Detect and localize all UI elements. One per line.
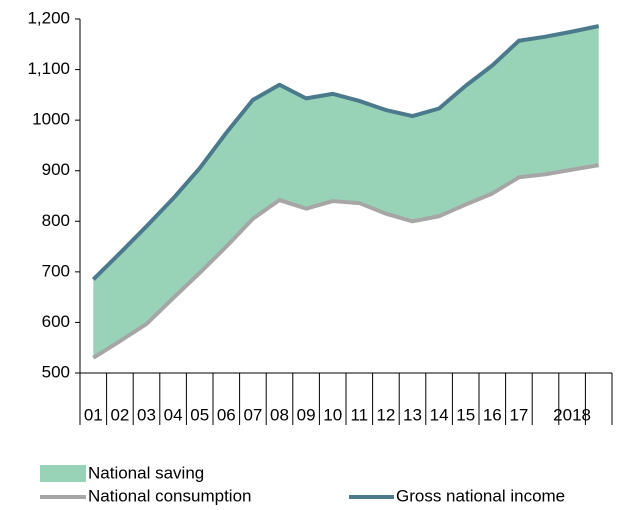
x-tick-label: 07 <box>243 405 262 424</box>
x-tick-label: 15 <box>456 405 475 424</box>
x-tick-label: 16 <box>483 405 502 424</box>
x-tick-label: 14 <box>430 405 449 424</box>
saving-area <box>93 26 599 358</box>
x-tick-label: 03 <box>137 405 156 424</box>
y-tick-label: 500 <box>42 362 70 381</box>
x-tick-label: 01 <box>84 405 103 424</box>
series-line <box>91 24 600 281</box>
x-tick-label: 02 <box>110 405 129 424</box>
x-tick-label: 10 <box>323 405 342 424</box>
x-tick-label: 2018 <box>553 405 591 424</box>
legend-label: Gross national income <box>396 486 565 505</box>
x-tick-label: 05 <box>190 405 209 424</box>
x-tick-label: 13 <box>403 405 422 424</box>
y-tick-label: 800 <box>42 211 70 230</box>
x-tick-label: 04 <box>164 405 183 424</box>
y-tick-label: 1000 <box>32 110 70 129</box>
y-tick-label: 1,100 <box>27 59 70 78</box>
y-tick-label: 700 <box>42 261 70 280</box>
legend-label: National saving <box>88 463 204 482</box>
x-tick-label: 12 <box>376 405 395 424</box>
y-tick-label: 900 <box>42 160 70 179</box>
series-line <box>92 163 600 360</box>
legend-label: National consumption <box>88 486 251 505</box>
x-tick-label: 08 <box>270 405 289 424</box>
x-tick-label: 11 <box>350 405 368 424</box>
y-tick-label: 600 <box>42 312 70 331</box>
x-tick-label: 17 <box>509 405 528 424</box>
y-tick-label: 1,200 <box>27 8 70 27</box>
x-tick-label: 06 <box>217 405 236 424</box>
legend-swatch <box>40 465 86 482</box>
x-tick-label: 09 <box>297 405 316 424</box>
